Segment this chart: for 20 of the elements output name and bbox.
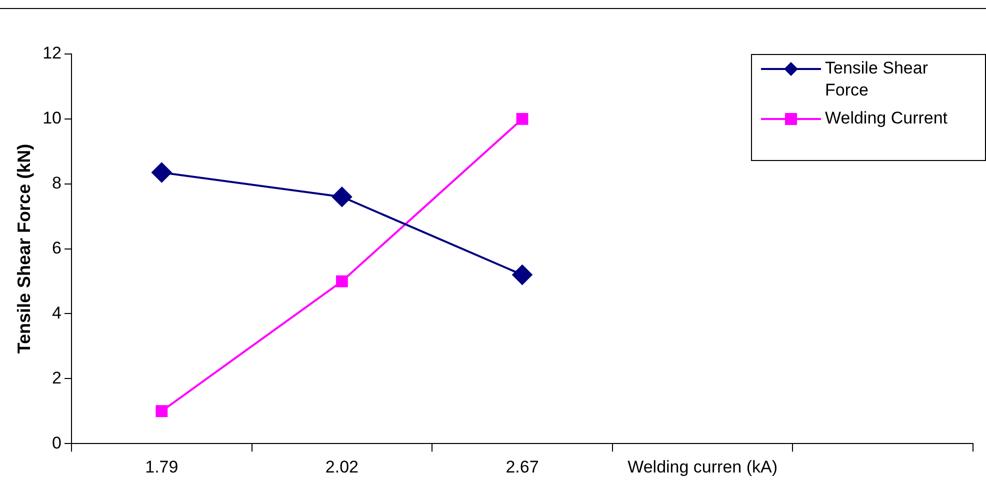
point — [512, 264, 532, 285]
legend-label: Tensile Shear Force — [825, 58, 928, 100]
y-axis-title: Tensile Shear Force (kN) — [14, 144, 34, 354]
point — [152, 162, 172, 183]
point — [516, 112, 528, 125]
point — [156, 405, 168, 418]
x-tick-label: 1.79 — [145, 457, 178, 476]
y-tick-label: 2 — [52, 368, 62, 388]
point — [336, 275, 348, 288]
y-tick-label: 8 — [52, 174, 62, 193]
point — [332, 186, 352, 207]
x-tick-label: 2.67 — [506, 457, 539, 476]
y-tick-label: 10 — [42, 108, 62, 128]
x-tick-label: Welding curren (kA) — [628, 457, 778, 476]
y-tick-label: 12 — [42, 44, 62, 63]
x-tick-label: 2.02 — [325, 457, 359, 476]
y-tick-label: 0 — [52, 433, 62, 452]
y-tick-label: 4 — [52, 303, 62, 322]
legend-label: Welding Current — [825, 108, 948, 128]
y-tick-label: 6 — [52, 238, 62, 258]
